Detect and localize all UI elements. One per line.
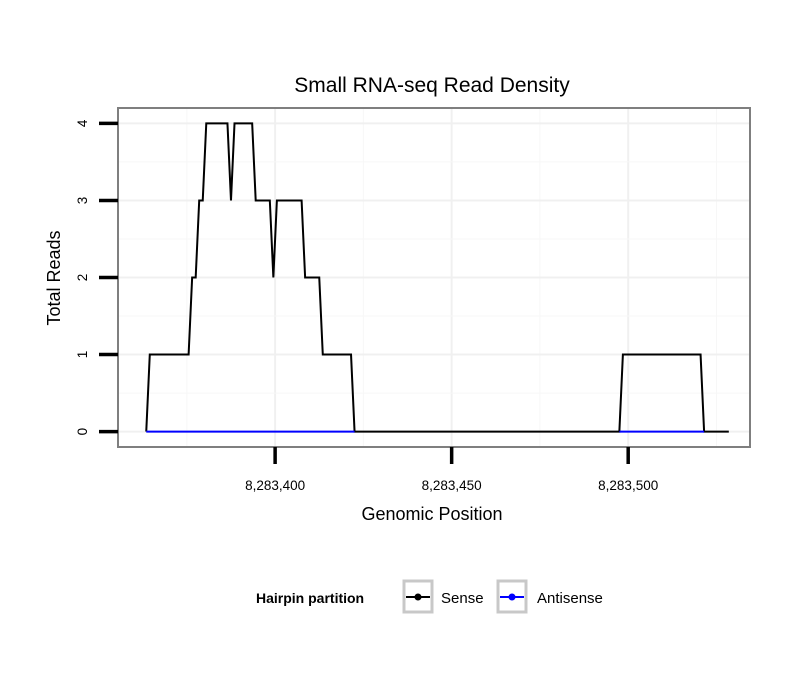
y-tick-label: 0 [75, 428, 90, 436]
legend-point-sense [414, 593, 422, 601]
y-tick-label: 2 [75, 274, 90, 282]
legend-key-antisense [496, 579, 528, 614]
series-line-sense-0 [145, 122, 729, 433]
legend-label-antisense: Antisense [537, 590, 603, 607]
legend-label-sense: Sense [441, 590, 484, 607]
x-tick-label: 8,283,500 [598, 478, 658, 493]
chart-title: Small RNA-seq Read Density [294, 74, 570, 97]
legend-title: Hairpin partition [256, 590, 364, 606]
y-tick-label: 3 [75, 197, 90, 205]
legend-point-antisense [508, 593, 516, 601]
x-tick-label: 8,283,400 [245, 478, 305, 493]
y-tick-label: 1 [75, 351, 90, 359]
y-tick-label: 4 [75, 119, 90, 127]
x-tick-label: 8,283,450 [422, 478, 482, 493]
y-axis-title: Total Reads [44, 230, 64, 325]
axis-layer: 8,283,400 8,283,450 8,283,500 0 1 2 3 4 [75, 119, 658, 493]
legend-item-antisense: Antisense [496, 579, 603, 614]
series-layer [145, 122, 729, 433]
grid-layer [118, 108, 750, 447]
legend-item-sense: Sense [402, 579, 484, 614]
legend: Hairpin partition Sense Antisense [256, 579, 603, 614]
x-axis-title: Genomic Position [361, 504, 502, 524]
